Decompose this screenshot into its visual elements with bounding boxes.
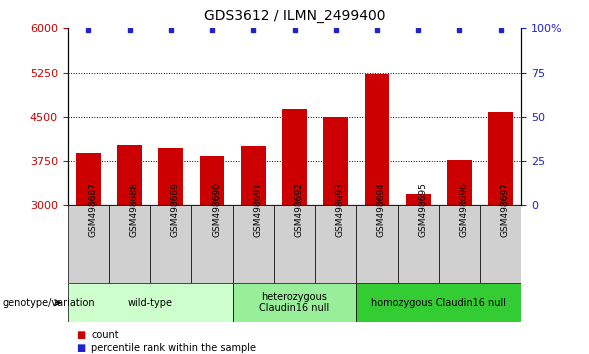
Text: GSM498695: GSM498695 (418, 182, 427, 237)
Bar (117, 145, 142, 205)
Text: ■: ■ (77, 343, 86, 353)
Bar (68, 283, 233, 322)
Bar (323, 117, 348, 205)
Bar (158, 148, 183, 205)
Text: homozygous Claudin16 null: homozygous Claudin16 null (371, 298, 507, 308)
Bar (233, 283, 356, 322)
Bar (356, 283, 521, 322)
Bar (398, 205, 439, 283)
Bar (406, 194, 431, 205)
Text: ■: ■ (77, 330, 86, 339)
Bar (488, 112, 513, 205)
Text: GSM498687: GSM498687 (88, 182, 97, 237)
Bar (68, 205, 109, 283)
Bar (109, 205, 150, 283)
Bar (480, 205, 521, 283)
Text: heterozygous
Claudin16 null: heterozygous Claudin16 null (259, 292, 330, 314)
Bar (233, 205, 274, 283)
Text: GDS3612 / ILMN_2499400: GDS3612 / ILMN_2499400 (204, 9, 385, 23)
Text: GSM498692: GSM498692 (294, 182, 303, 236)
Text: GSM498696: GSM498696 (459, 182, 468, 237)
Text: GSM498691: GSM498691 (253, 182, 262, 237)
Bar (282, 109, 307, 205)
Text: GSM498694: GSM498694 (377, 182, 386, 236)
Bar (191, 205, 233, 283)
Text: GSM498688: GSM498688 (130, 182, 138, 237)
Bar (315, 205, 356, 283)
Bar (241, 146, 266, 205)
Bar (356, 205, 398, 283)
Bar (150, 205, 191, 283)
Bar (200, 156, 224, 205)
Text: GSM498690: GSM498690 (212, 182, 221, 237)
Text: count: count (91, 330, 119, 339)
Text: genotype/variation: genotype/variation (3, 298, 95, 308)
Bar (439, 205, 480, 283)
Bar (447, 160, 472, 205)
Text: wild-type: wild-type (128, 298, 173, 308)
Bar (365, 74, 389, 205)
Text: GSM498689: GSM498689 (171, 182, 180, 237)
Bar (76, 153, 101, 205)
Text: GSM498693: GSM498693 (336, 182, 345, 237)
Text: GSM498697: GSM498697 (501, 182, 509, 237)
Bar (274, 205, 315, 283)
Text: percentile rank within the sample: percentile rank within the sample (91, 343, 256, 353)
